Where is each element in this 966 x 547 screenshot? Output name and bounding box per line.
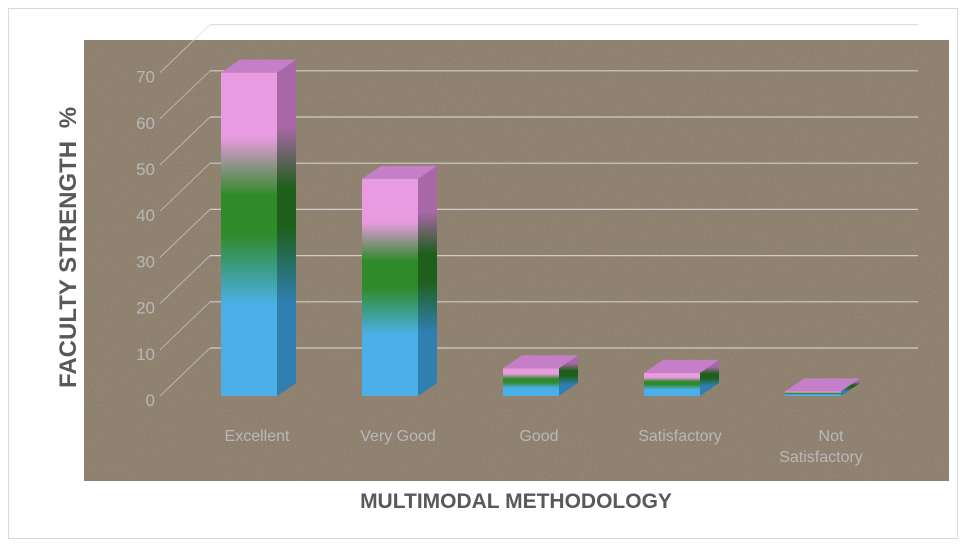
y-tick-label: 60 (136, 114, 155, 133)
y-tick-label: 50 (136, 160, 155, 179)
x-tick-label: Very Good (360, 428, 436, 445)
bar-very-good (362, 165, 437, 396)
bar-side (559, 355, 578, 396)
x-category-labels: Excellent Very Good Good Satisfactory Not Sat… (225, 428, 863, 466)
gridline-diagonal (159, 301, 211, 351)
bar-front (644, 372, 700, 396)
bar-top (221, 59, 296, 73)
bar-not-satisfactory (785, 378, 860, 396)
gridline-diagonal (159, 162, 211, 212)
bar-front (503, 368, 559, 396)
gridline-diagonal (159, 347, 211, 397)
bar-side (841, 378, 860, 396)
bar-side (418, 165, 437, 396)
gridline-diagonal (159, 209, 211, 258)
gridline-diagonal (159, 116, 211, 166)
y-tick-labels: 0 10 20 30 40 50 60 70 (136, 68, 155, 410)
bar-good (503, 355, 578, 396)
plot-background (84, 40, 949, 481)
gridline-diagonal (159, 255, 211, 304)
bar-front (221, 72, 277, 396)
y-tick-label: 40 (136, 206, 155, 225)
y-tick-label: 20 (136, 299, 155, 318)
gridline-diagonal (159, 70, 211, 120)
bar-front (362, 178, 418, 396)
x-tick-label: Not Satisfactory (779, 428, 863, 466)
x-tick-label: Excellent (225, 428, 290, 445)
bar-side (700, 359, 719, 396)
bar-excellent (221, 59, 296, 396)
y-axis-title-suffix: % (55, 107, 82, 128)
bar-side (277, 59, 296, 396)
x-tick-label: Satisfactory (638, 428, 722, 445)
bar-top (785, 378, 860, 392)
bar-top (503, 355, 578, 369)
bars (221, 59, 860, 396)
bar-satisfactory (644, 359, 719, 396)
y-tick-label: 30 (136, 252, 155, 271)
x-axis-title: MULTIMODAL METHODOLOGY (360, 490, 672, 513)
y-tick-label: 10 (136, 345, 155, 364)
y-axis-title: FACULTY STRENGTH % (55, 107, 82, 388)
gridline-diagonal (159, 24, 211, 73)
bar-top (362, 165, 437, 179)
y-tick-label: 0 (146, 391, 155, 410)
bar-top (644, 359, 719, 373)
y-tick-label: 70 (136, 68, 155, 87)
gridlines (159, 24, 918, 397)
y-axis-title-text: FACULTY STRENGTH (55, 141, 82, 388)
bar-front (785, 391, 841, 396)
x-tick-label: Good (519, 428, 558, 445)
plot-area: 0 10 20 30 40 50 60 70 Excellent Very Good Good Sa… (84, 24, 949, 481)
